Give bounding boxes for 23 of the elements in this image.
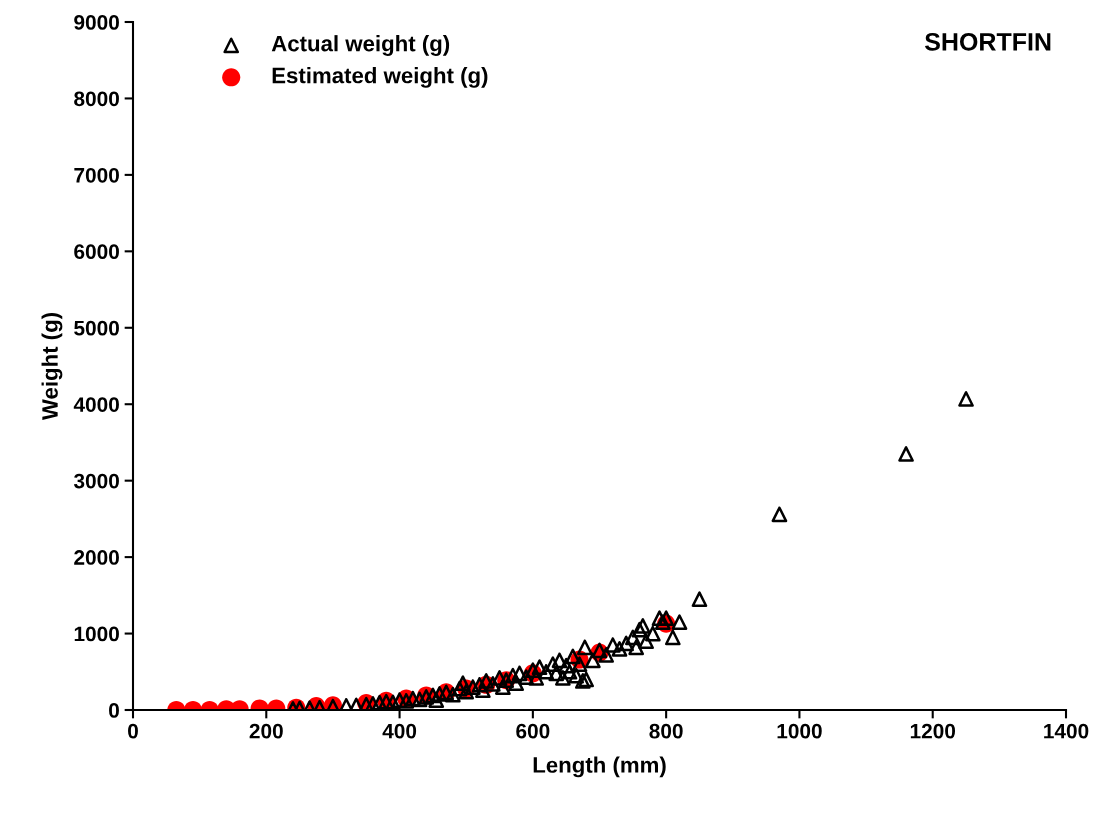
- annotation: SHORTFIN: [924, 32, 1051, 51]
- y-tick-label: 8000: [74, 91, 119, 107]
- x-tick-label: 800: [649, 723, 683, 739]
- x-tick-label: 1200: [910, 723, 956, 739]
- y-tick-label: 0: [109, 703, 119, 718]
- y-tick-label: 9000: [74, 15, 119, 30]
- y-axis-title: Weight (g): [41, 312, 63, 421]
- y-tick-label: 3000: [73, 473, 119, 489]
- x-axis-title: Length (mm): [533, 756, 666, 778]
- x-tick-label: 200: [249, 723, 283, 739]
- x-tick-label: 600: [516, 723, 550, 739]
- y-tick-label: 2000: [74, 550, 119, 565]
- legend-label: Estimated weight (g): [272, 67, 488, 88]
- legend-label: Actual weight (g): [271, 35, 450, 56]
- x-tick-label: 1000: [777, 723, 822, 739]
- y-tick-label: 1000: [74, 626, 119, 642]
- x-tick-label: 1400: [1044, 723, 1089, 739]
- y-tick-label: 4000: [73, 397, 119, 412]
- y-tick-label: 5000: [74, 320, 119, 336]
- y-tick-label: 7000: [74, 167, 119, 183]
- y-tick-label: 6000: [74, 244, 119, 260]
- x-tick-label: 400: [382, 723, 417, 739]
- x-tick-label: 0: [128, 723, 138, 739]
